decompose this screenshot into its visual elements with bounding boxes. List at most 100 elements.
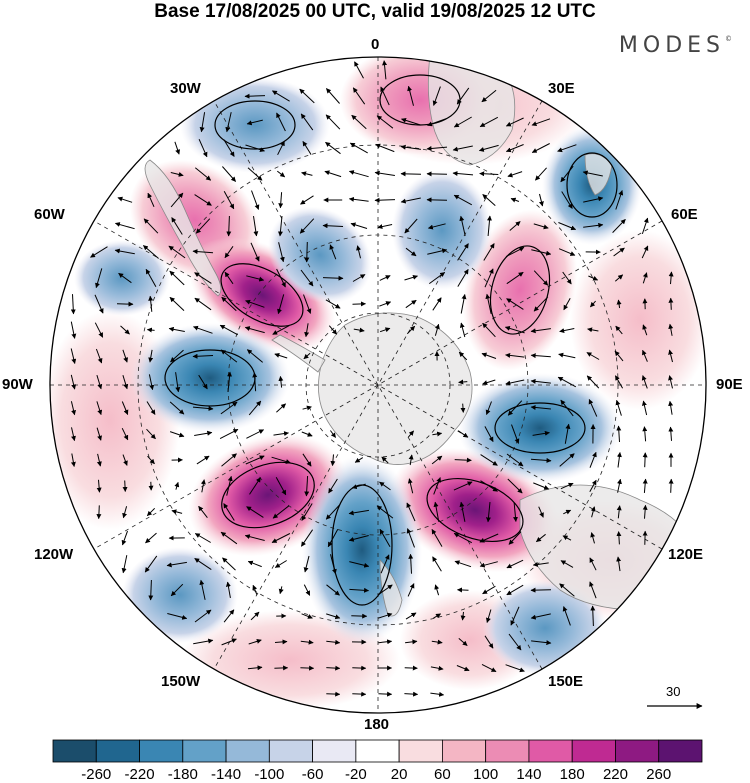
wind-arrow bbox=[249, 477, 261, 495]
wind-arrow bbox=[459, 215, 466, 236]
wind-arrow bbox=[277, 140, 285, 156]
map-title: Base 17/08/2025 00 UTC, valid 19/08/2025… bbox=[154, 1, 596, 22]
wind-arrow bbox=[563, 297, 571, 311]
wind-arrow bbox=[504, 326, 525, 334]
wind-arrow bbox=[641, 245, 649, 259]
wind-arrow bbox=[302, 453, 312, 467]
wind-arrow bbox=[589, 479, 597, 493]
wind-arrow bbox=[223, 609, 235, 623]
wind-arrow bbox=[426, 197, 448, 203]
wind-arrow bbox=[222, 166, 236, 182]
wind-arrow bbox=[429, 271, 446, 285]
wind-arrow bbox=[560, 482, 574, 490]
wind-arrow bbox=[246, 506, 264, 518]
wind-arrow bbox=[453, 116, 472, 128]
wind-arrow bbox=[70, 321, 77, 339]
anomaly-patch bbox=[570, 230, 706, 410]
wind-arrow bbox=[300, 529, 314, 547]
positive-anomaly bbox=[462, 209, 578, 371]
wind-arrow bbox=[96, 505, 102, 520]
colorbar-swatch bbox=[398, 739, 443, 763]
wind-arrow bbox=[375, 143, 395, 153]
wind-arrow bbox=[226, 475, 233, 496]
wind-arrow bbox=[407, 85, 414, 106]
wind-arrow bbox=[302, 405, 312, 411]
wind-arrow bbox=[223, 190, 235, 210]
wind-arrow bbox=[374, 197, 396, 203]
wind-arrow bbox=[329, 430, 337, 438]
wind-arrow bbox=[349, 142, 368, 154]
wind-arrow bbox=[589, 451, 597, 468]
wind-arrow bbox=[432, 86, 441, 106]
wind-arrow bbox=[379, 301, 392, 307]
wind-arrow bbox=[560, 560, 574, 568]
wind-arrow bbox=[303, 352, 311, 360]
wind-arrow bbox=[507, 478, 523, 494]
wind-arrow bbox=[147, 192, 155, 208]
wind-arrow bbox=[583, 196, 604, 203]
wind-arrow bbox=[327, 529, 339, 548]
wind-arrow bbox=[303, 294, 312, 314]
wind-arrow bbox=[166, 561, 187, 568]
wind-arrow bbox=[326, 639, 341, 645]
wind-arrow bbox=[301, 431, 313, 437]
wind-arrow bbox=[299, 88, 315, 104]
wind-arrow bbox=[121, 530, 128, 546]
wind-arrow bbox=[377, 224, 393, 230]
wind-arrow bbox=[146, 327, 155, 333]
wind-arrow bbox=[175, 372, 181, 393]
negative-anomaly bbox=[130, 323, 290, 433]
wind-arrow bbox=[641, 400, 648, 416]
wind-arrow bbox=[325, 141, 341, 155]
wind-arrow bbox=[194, 557, 212, 571]
wind-arrow bbox=[427, 223, 446, 230]
wind-arrow bbox=[431, 455, 443, 465]
wind-arrow bbox=[351, 483, 366, 490]
colorbar-swatch bbox=[268, 739, 314, 763]
wind-arrow bbox=[304, 475, 310, 497]
wind-arrow bbox=[479, 116, 499, 128]
wind-arrow bbox=[530, 404, 551, 410]
wind-arrow bbox=[507, 171, 523, 178]
wind-arrow bbox=[245, 144, 265, 153]
brand-mark: © bbox=[725, 35, 732, 43]
wind-arrow bbox=[169, 297, 185, 311]
wind-arrow bbox=[374, 170, 395, 176]
wind-arrow bbox=[454, 560, 472, 568]
wind-arrow bbox=[275, 476, 287, 496]
wind-arrow bbox=[427, 248, 448, 255]
wind-arrow bbox=[277, 215, 283, 237]
lon-label-60w: 60W bbox=[34, 206, 65, 223]
lon-label-120e: 120E bbox=[668, 546, 704, 563]
wind-arrow bbox=[117, 196, 133, 203]
wind-arrow bbox=[401, 117, 421, 126]
wind-arrow bbox=[431, 528, 443, 547]
wind-arrow bbox=[434, 323, 440, 336]
wind-arrow bbox=[253, 216, 259, 237]
wind-arrow bbox=[558, 222, 577, 231]
lon-label-180: 180 bbox=[364, 716, 390, 733]
wind-arrow bbox=[70, 294, 76, 315]
wind-arrow bbox=[328, 478, 338, 494]
wind-arrow bbox=[271, 456, 291, 464]
wind-arrow bbox=[354, 457, 364, 463]
wind-arrow bbox=[352, 87, 366, 105]
wind-arrow bbox=[329, 244, 337, 260]
wind-arrow bbox=[509, 221, 521, 231]
wind-arrow bbox=[224, 246, 234, 259]
wind-arrow bbox=[452, 145, 473, 152]
wind-arrow bbox=[506, 271, 524, 285]
wind-arrow bbox=[122, 349, 129, 363]
lon-label-150w: 150W bbox=[161, 673, 201, 690]
wind-arrow bbox=[330, 454, 336, 467]
wind-arrow bbox=[226, 215, 232, 237]
wind-arrow bbox=[485, 293, 492, 314]
wind-arrow bbox=[245, 299, 265, 308]
wind-arrow bbox=[460, 403, 466, 413]
wind-arrow bbox=[457, 430, 469, 438]
wind-arrow bbox=[90, 246, 108, 258]
wind-arrow bbox=[538, 193, 544, 207]
wind-arrow bbox=[426, 146, 448, 151]
colorbar-tick-label: 140 bbox=[516, 766, 542, 783]
colorbar bbox=[52, 739, 703, 763]
